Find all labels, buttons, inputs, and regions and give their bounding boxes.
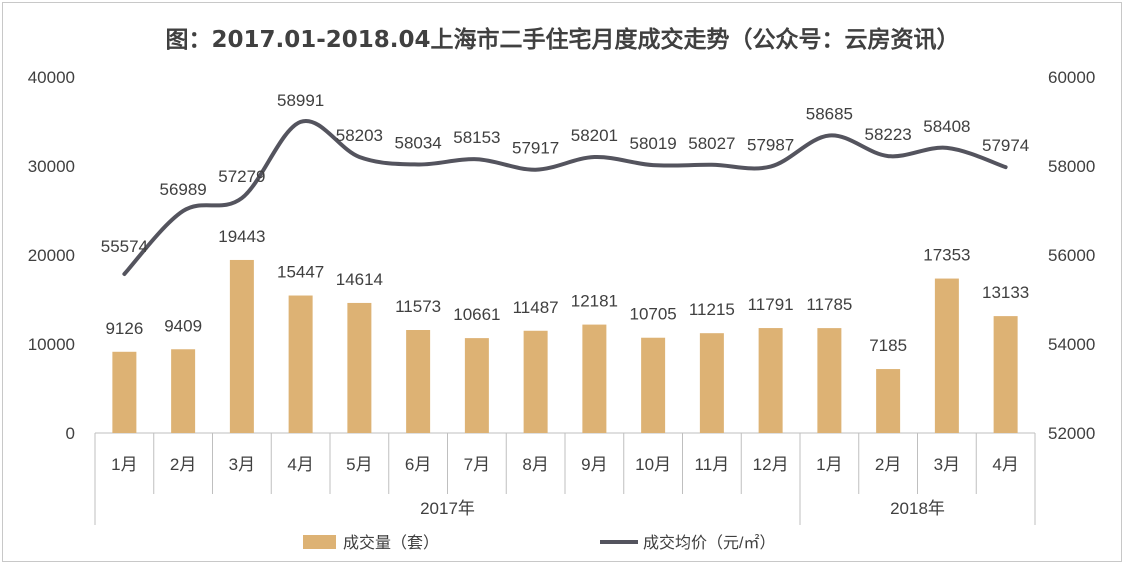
line-data-label: 58991 xyxy=(277,91,324,110)
y-right-tick-label: 52000 xyxy=(1048,424,1095,443)
y-left-tick-label: 40000 xyxy=(28,68,75,87)
x-tick-label: 8月 xyxy=(522,455,548,474)
y-right-tick-label: 58000 xyxy=(1048,157,1095,176)
y-left-tick-label: 20000 xyxy=(28,246,75,265)
line-data-label: 56989 xyxy=(159,180,206,199)
x-tick-label: 11月 xyxy=(695,455,730,474)
bar xyxy=(523,330,548,433)
line-data-label: 58153 xyxy=(453,128,500,147)
y-right-tick-label: 60000 xyxy=(1048,68,1095,87)
y-right-tick-label: 56000 xyxy=(1048,246,1095,265)
legend-swatch-volume xyxy=(303,535,336,549)
legend-label-price: 成交均价（元/㎡） xyxy=(643,534,775,552)
line-data-label: 57974 xyxy=(982,136,1029,155)
bar xyxy=(464,338,489,433)
x-tick-label: 6月 xyxy=(405,455,431,474)
line-data-label: 58027 xyxy=(688,134,735,153)
x-tick-label: 10月 xyxy=(635,455,671,474)
line-data-label: 58685 xyxy=(806,105,853,124)
x-tick-label: 2月 xyxy=(170,455,196,474)
x-tick-label: 12月 xyxy=(753,455,789,474)
line-data-label: 57917 xyxy=(512,139,559,158)
bar-data-label: 14614 xyxy=(336,270,383,289)
line-data-label: 58203 xyxy=(336,126,383,145)
bar-data-label: 10705 xyxy=(629,305,676,324)
x-tick-label: 1月 xyxy=(111,455,137,474)
bar xyxy=(817,328,842,433)
y-left-tick-label: 0 xyxy=(66,424,75,443)
line-data-label: 58201 xyxy=(571,126,618,145)
bar xyxy=(993,316,1018,433)
bar-data-label: 11573 xyxy=(395,297,441,316)
x-tick-label: 5月 xyxy=(346,455,372,474)
line-data-label: 55574 xyxy=(101,237,148,256)
bar xyxy=(876,369,901,433)
x-group-label: 2018年 xyxy=(890,499,945,518)
bar xyxy=(758,328,783,433)
y-right-tick-label: 54000 xyxy=(1048,335,1095,354)
line-data-label: 58223 xyxy=(864,125,911,144)
x-tick-label: 1月 xyxy=(816,455,842,474)
bar xyxy=(406,330,431,433)
chart-title: 图：2017.01-2018.04上海市二手住宅月度成交走势（公众号：云房资讯） xyxy=(165,27,960,53)
line-data-label: 58408 xyxy=(923,117,970,136)
line-data-label: 57279 xyxy=(218,167,265,186)
bar xyxy=(347,302,372,433)
x-tick-label: 3月 xyxy=(229,455,255,474)
bar-data-label: 7185 xyxy=(869,336,907,355)
line-data-label: 57987 xyxy=(747,136,794,155)
line-series-price xyxy=(122,119,1008,276)
bar xyxy=(641,337,666,433)
x-tick-label: 3月 xyxy=(934,455,960,474)
bar-data-label: 11791 xyxy=(748,295,794,314)
x-tick-label: 4月 xyxy=(992,455,1018,474)
bar-data-label: 9409 xyxy=(164,316,202,335)
y-left-tick-label: 10000 xyxy=(28,335,75,354)
bar-data-label: 11785 xyxy=(806,295,852,314)
bar-data-label: 9126 xyxy=(105,319,143,338)
x-tick-label: 7月 xyxy=(464,455,490,474)
x-group-label: 2017年 xyxy=(420,499,475,518)
bar-data-label: 12181 xyxy=(571,292,618,311)
bar-data-label: 13133 xyxy=(982,283,1029,302)
bar-data-label: 17353 xyxy=(923,246,970,265)
bar xyxy=(171,349,196,433)
bar xyxy=(112,351,137,433)
y-left-tick-label: 30000 xyxy=(28,157,75,176)
bar xyxy=(699,333,724,433)
bar xyxy=(582,324,607,433)
bar xyxy=(229,259,254,433)
bar-data-label: 11215 xyxy=(689,300,735,319)
bar-data-label: 11487 xyxy=(513,298,559,317)
bar-data-label: 15447 xyxy=(277,263,324,282)
legend-label-volume: 成交量（套） xyxy=(343,534,439,552)
bar-data-label: 10661 xyxy=(453,305,500,324)
bar xyxy=(934,278,959,433)
bar-data-label: 19443 xyxy=(218,227,265,246)
line-data-label: 58034 xyxy=(394,133,441,152)
x-tick-label: 9月 xyxy=(581,455,607,474)
x-tick-label: 2月 xyxy=(875,455,901,474)
line-data-label: 58019 xyxy=(629,134,676,153)
x-tick-label: 4月 xyxy=(287,455,313,474)
bar xyxy=(288,295,313,433)
